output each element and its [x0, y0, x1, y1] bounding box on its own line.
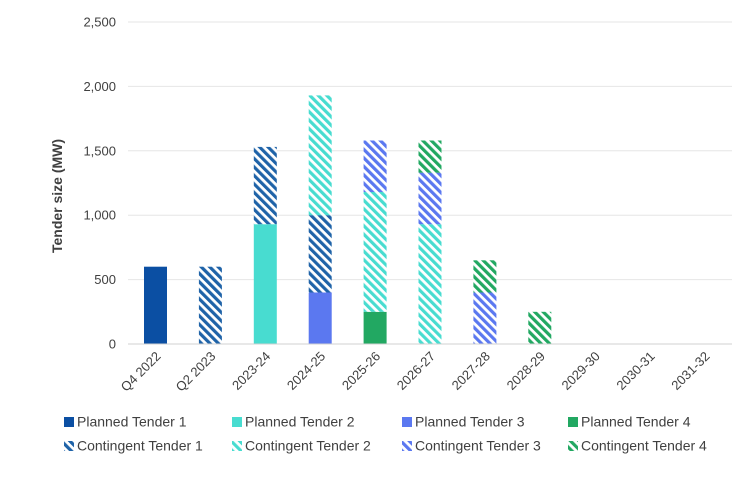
legend-label-contingent-tender-4: Contingent Tender 4 — [581, 438, 707, 454]
bar-contingent-tender-4-2028-29 — [528, 311, 552, 344]
bar-planned-tender-2-2023-24 — [253, 224, 277, 344]
bar-contingent-tender-3-2025-26 — [363, 140, 387, 192]
bar-contingent-tender-4-2027-28 — [473, 260, 497, 293]
y-axis-label: Tender size (MW) — [49, 139, 65, 253]
legend-swatch-planned-tender-1 — [64, 417, 74, 427]
bar-contingent-tender-2-2026-27 — [418, 224, 442, 344]
x-tick-label: 2025-26 — [339, 349, 383, 393]
legend-swatch-planned-tender-4 — [568, 417, 578, 427]
legend: Planned Tender 1 Planned Tender 2 Planned … — [64, 414, 707, 454]
legend-label-planned-tender-3: Planned Tender 3 — [415, 414, 525, 430]
bar-contingent-tender-3-2026-27 — [418, 172, 442, 225]
bar-contingent-tender-4-2026-27 — [418, 140, 442, 173]
y-tick-label: 1,000 — [83, 208, 116, 223]
x-tick-label: 2029-30 — [558, 349, 602, 393]
y-tick-label: 2,500 — [83, 15, 116, 30]
x-tick-label: 2023-24 — [229, 349, 273, 393]
bar-planned-tender-1-q4-2022 — [144, 266, 167, 344]
bar-contingent-tender-1-2023-24 — [253, 146, 277, 225]
y-tick-label: 2,000 — [83, 79, 116, 94]
legend-swatch-planned-tender-3 — [402, 417, 412, 427]
bar-planned-tender-3-2024-25 — [308, 292, 332, 344]
x-tick-label: Q2 2023 — [173, 349, 219, 395]
legend-label-planned-tender-1: Planned Tender 1 — [77, 414, 187, 430]
legend-swatch-contingent-tender-2 — [232, 441, 242, 451]
legend-label-contingent-tender-2: Contingent Tender 2 — [245, 438, 371, 454]
legend-swatch-contingent-tender-1 — [64, 441, 74, 451]
x-tick-label: 2031-32 — [668, 349, 712, 393]
bar-contingent-tender-1-q2-2023 — [198, 266, 222, 344]
legend-label-contingent-tender-1: Contingent Tender 1 — [77, 438, 203, 454]
bar-contingent-tender-1-2024-25 — [308, 215, 332, 293]
x-tick-label: 2028-29 — [504, 349, 548, 393]
y-axis-ticks: 0 500 1,000 1,500 2,000 2,500 — [83, 15, 116, 352]
legend-label-planned-tender-2: Planned Tender 2 — [245, 414, 355, 430]
bars — [144, 95, 552, 344]
legend-label-contingent-tender-3: Contingent Tender 3 — [415, 438, 541, 454]
x-tick-label: Q4 2022 — [118, 349, 164, 395]
legend-swatch-planned-tender-2 — [232, 417, 242, 427]
y-tick-label: 0 — [109, 337, 116, 352]
legend-swatch-contingent-tender-4 — [568, 441, 578, 451]
bar-contingent-tender-2-2025-26 — [363, 192, 387, 312]
y-tick-label: 1,500 — [83, 143, 116, 158]
x-tick-label: 2030-31 — [613, 349, 657, 393]
legend-swatch-contingent-tender-3 — [402, 441, 412, 451]
y-tick-label: 500 — [94, 272, 116, 287]
bar-planned-tender-4-2025-26 — [363, 311, 387, 344]
bar-contingent-tender-2-2024-25 — [308, 95, 332, 216]
x-tick-label: 2026-27 — [394, 349, 438, 393]
bar-contingent-tender-3-2027-28 — [473, 292, 497, 344]
x-tick-label: 2027-28 — [449, 349, 493, 393]
x-tick-label: 2024-25 — [284, 349, 328, 393]
x-axis-ticks: Q4 2022 Q2 2023 2023-24 2024-25 2025-26 2026-… — [118, 349, 713, 395]
legend-label-planned-tender-4: Planned Tender 4 — [581, 414, 691, 430]
